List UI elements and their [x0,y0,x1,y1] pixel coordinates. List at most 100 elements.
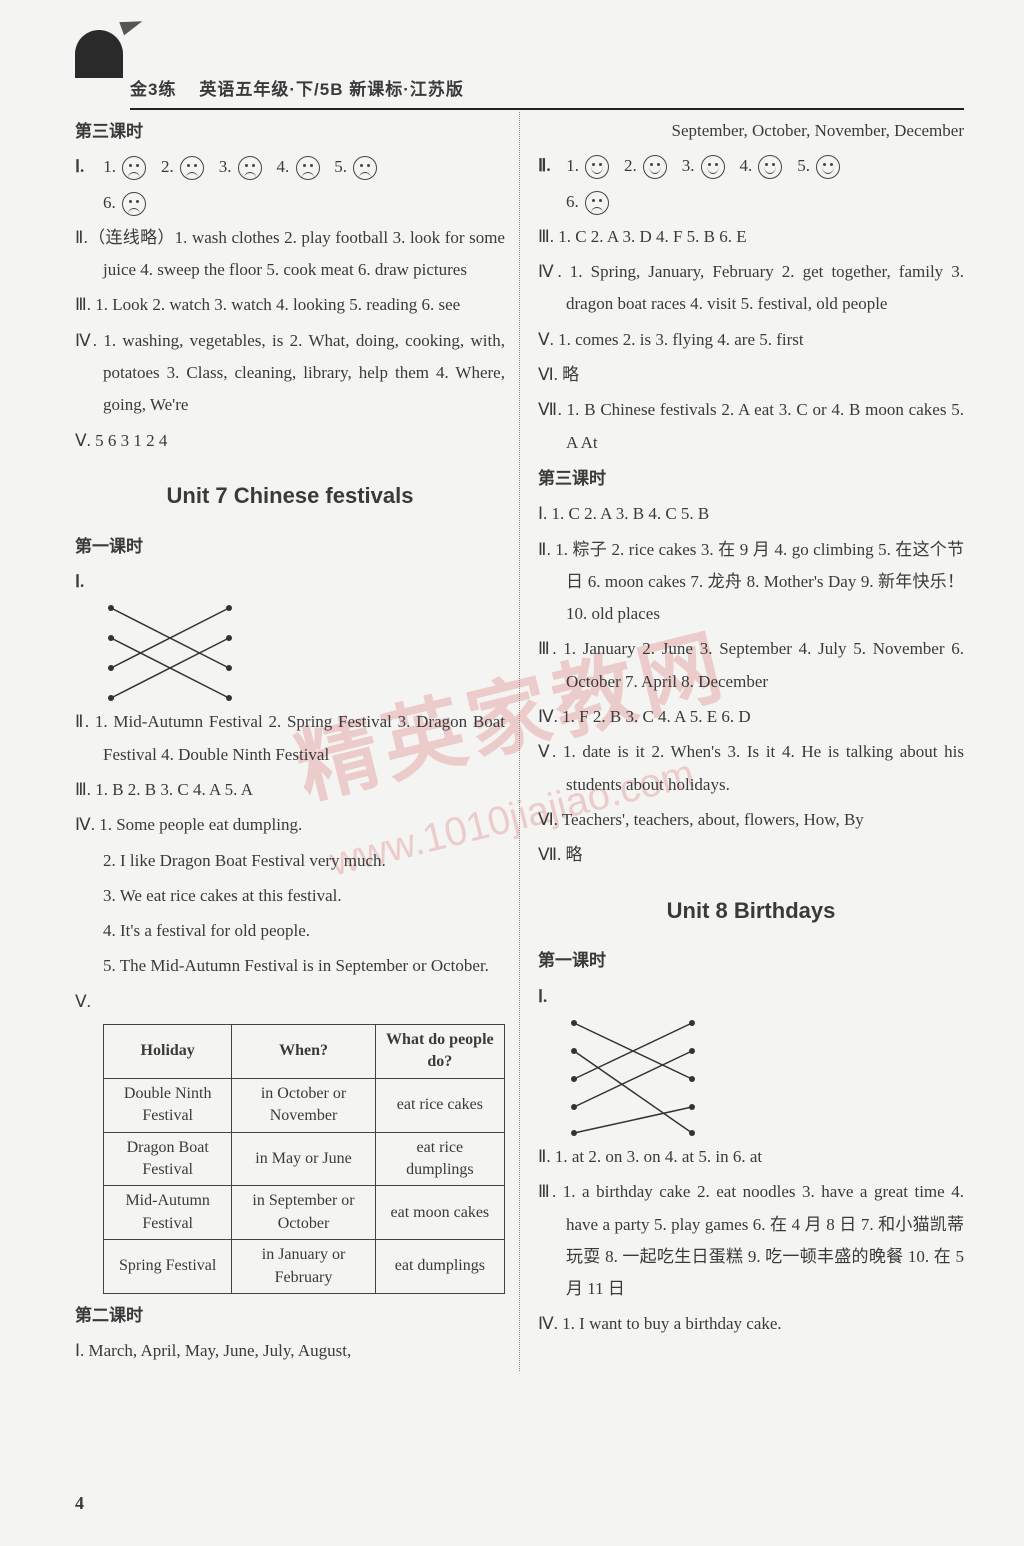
td: Spring Festival [104,1240,232,1294]
td: Double Ninth Festival [104,1078,232,1132]
th: What do people do? [375,1025,504,1079]
happy-face-icon [585,155,609,179]
q-I-faces-cont: 6. [75,187,505,219]
lesson-title: 第一课时 [538,945,964,977]
paper-plane-icon [119,15,144,36]
face-item: 2. [161,157,174,176]
l3-VII: Ⅶ. 略 [538,839,964,871]
l3-IV: Ⅳ. 1. F 2. B 3. C 4. A 5. E 6. D [538,701,964,733]
book-title: 英语五年级·下/5B 新课标·江苏版 [199,80,464,99]
u7l1-V-label: Ⅴ. [75,986,505,1018]
roman-label: Ⅰ. [75,151,99,183]
th: Holiday [104,1025,232,1079]
q-III: Ⅲ. 1. C 2. A 3. D 4. F 5. B 6. E [538,221,964,253]
face-item: 2. [624,156,637,175]
lesson-title: 第二课时 [75,1300,505,1332]
q-VII: Ⅶ. 1. B Chinese festivals 2. A eat 3. C … [538,394,964,459]
u7l1-IV-3: 3. We eat rice cakes at this festival. [75,880,505,912]
table-row: Spring Festival in January or February e… [104,1240,505,1294]
lesson-title: 第三课时 [75,116,505,148]
unit-heading: Unit 7 Chinese festivals [75,475,505,517]
left-column: 第三课时 Ⅰ. 1. 2. 3. 4. 5. 6. Ⅱ.（连线略）1. wash… [75,112,517,1371]
face-item: 4. [739,156,752,175]
u7l1-III: Ⅲ. 1. B 2. B 3. C 4. A 5. A [75,774,505,806]
q-V: Ⅴ. 1. comes 2. is 3. flying 4. are 5. fi… [538,324,964,356]
u7l1-IV-4: 4. It's a festival for old people. [75,915,505,947]
face-item: 3. [219,157,232,176]
face-item: 6. [103,193,116,212]
q-II: Ⅱ.（连线略）1. wash clothes 2. play football … [75,222,505,287]
l3-V: Ⅴ. 1. date is it 2. When's 3. Is it 4. H… [538,736,964,801]
l3-I: Ⅰ. 1. C 2. A 3. B 4. C 5. B [538,498,964,530]
u7l1-II: Ⅱ. 1. Mid-Autumn Festival 2. Spring Fest… [75,706,505,771]
roman-label: Ⅰ. [538,981,562,1013]
happy-face-icon [758,155,782,179]
l3-III: Ⅲ. 1. January 2. June 3. September 4. Ju… [538,633,964,698]
face-item: 5. [334,157,347,176]
td: in January or February [232,1240,375,1294]
u8l1-II: Ⅱ. 1. at 2. on 3. on 4. at 5. in 6. at [538,1141,964,1173]
u7l1-IV-1: Ⅳ. 1. Some people eat dumpling. [75,809,505,841]
logo-head [75,30,123,78]
l3-II: Ⅱ. 1. 粽子 2. rice cakes 3. 在 9 月 4. go cl… [538,534,964,631]
sad-face-icon [122,156,146,180]
l3-VI: Ⅵ. Teachers', teachers, about, flowers, … [538,804,964,836]
q-V: Ⅴ. 5 6 3 1 2 4 [75,425,505,457]
roman-label: Ⅰ. [75,566,99,598]
matching-diagram [105,602,235,702]
matching-diagram [568,1017,698,1137]
u7l1-I: Ⅰ. [75,566,505,702]
content-columns: 第三课时 Ⅰ. 1. 2. 3. 4. 5. 6. Ⅱ.（连线略）1. wash… [75,112,964,1371]
td: in September or October [232,1186,375,1240]
sad-face-icon [353,156,377,180]
table-row: Double Ninth Festival in October or Nove… [104,1078,505,1132]
sad-face-icon [180,156,204,180]
td: eat rice cakes [375,1078,504,1132]
table-row: Mid-Autumn Festival in September or Octo… [104,1186,505,1240]
face-item: 4. [277,157,290,176]
sad-face-icon [122,192,146,216]
table-row: Holiday When? What do people do? [104,1025,505,1079]
q-IV: Ⅳ. 1. washing, vegetables, is 2. What, d… [75,325,505,422]
lesson-title: 第一课时 [75,531,505,563]
series-label: 金3练 [130,80,176,99]
u8l1-IV: Ⅳ. 1. I want to buy a birthday cake. [538,1308,964,1340]
u7l1-IV-5: 5. The Mid-Autumn Festival is in Septemb… [75,950,505,982]
td: eat moon cakes [375,1186,504,1240]
happy-face-icon [816,155,840,179]
happy-face-icon [643,155,667,179]
u7l2-I: Ⅰ. March, April, May, June, July, August… [75,1335,505,1367]
face-item: 5. [797,156,810,175]
roman-label: Ⅱ. [538,150,562,182]
logo [75,30,123,78]
td: in May or June [232,1132,375,1186]
q-III: Ⅲ. 1. Look 2. watch 3. watch 4. looking … [75,289,505,321]
q-I-faces: Ⅰ. 1. 2. 3. 4. 5. [75,151,505,183]
face-item: 6. [566,192,579,211]
sad-face-icon [585,191,609,215]
festival-table: Holiday When? What do people do? Double … [103,1024,505,1294]
sad-face-icon [296,156,320,180]
face-item: 1. [103,157,116,176]
page-header: 金3练 英语五年级·下/5B 新课标·江苏版 [130,74,964,110]
face-item: 1. [566,156,579,175]
q-II-faces-cont: 6. [538,186,964,218]
column-divider [519,112,520,1371]
td: Dragon Boat Festival [104,1132,232,1186]
td: eat dumplings [375,1240,504,1294]
sad-face-icon [238,156,262,180]
u7l1-IV-2: 2. I like Dragon Boat Festival very much… [75,845,505,877]
q-IV: Ⅳ. 1. Spring, January, February 2. get t… [538,256,964,321]
td: Mid-Autumn Festival [104,1186,232,1240]
lesson-title: 第三课时 [538,463,964,495]
th: When? [232,1025,375,1079]
happy-face-icon [701,155,725,179]
u8l1-I: Ⅰ. [538,981,964,1137]
page-number: 4 [75,1486,84,1520]
right-column: September, October, November, December Ⅱ… [522,112,964,1371]
q-II-faces: Ⅱ. 1. 2. 3. 4. 5. [538,150,964,182]
face-item: 3. [682,156,695,175]
q-VI: Ⅵ. 略 [538,359,964,391]
u8l1-III: Ⅲ. 1. a birthday cake 2. eat noodles 3. … [538,1176,964,1305]
td: eat rice dumplings [375,1132,504,1186]
